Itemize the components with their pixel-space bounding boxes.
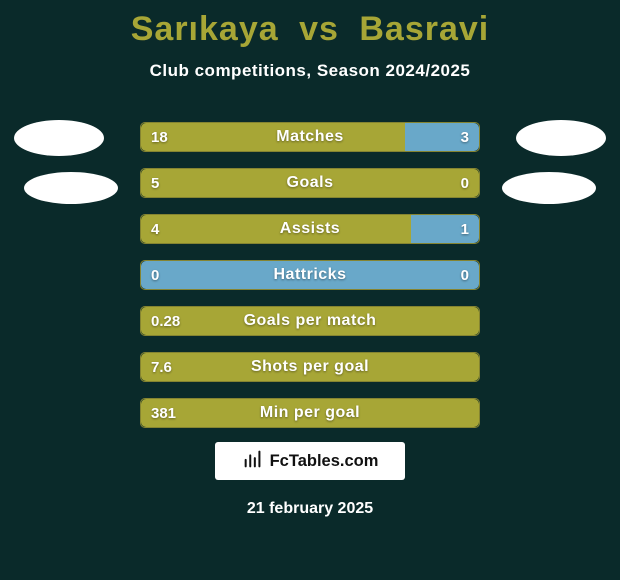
stat-label: Goals per match xyxy=(141,307,479,335)
stat-value-left: 5 xyxy=(151,169,159,197)
brand-badge: FcTables.com xyxy=(215,442,405,480)
stat-value-left: 18 xyxy=(151,123,168,151)
stat-value-left: 7.6 xyxy=(151,353,172,381)
stat-row: Assists4 1 xyxy=(140,214,480,244)
stat-value-left: 0.28 xyxy=(151,307,180,335)
stat-row: Hattricks0 0 xyxy=(140,260,480,290)
footer-date: 21 february 2025 xyxy=(0,500,620,518)
stat-value-right: 0 xyxy=(461,169,469,197)
player1-name: Sarıkaya xyxy=(131,10,279,48)
stat-row: Min per goal381 xyxy=(140,398,480,428)
stat-label: Goals xyxy=(141,169,479,197)
stat-value-right: 0 xyxy=(461,261,469,289)
stat-row: Goals5 0 xyxy=(140,168,480,198)
stat-value-right: 1 xyxy=(461,215,469,243)
player1-avatar-placeholder xyxy=(14,120,104,156)
stat-label: Shots per goal xyxy=(141,353,479,381)
stat-value-left: 4 xyxy=(151,215,159,243)
brand-text: FcTables.com xyxy=(270,452,379,471)
stat-value-left: 0 xyxy=(151,261,159,289)
stat-label: Min per goal xyxy=(141,399,479,427)
subtitle: Club competitions, Season 2024/2025 xyxy=(0,61,620,81)
stat-row: Matches18 3 xyxy=(140,122,480,152)
stat-label: Hattricks xyxy=(141,261,479,289)
stat-value-right: 3 xyxy=(461,123,469,151)
title-vs: vs xyxy=(299,10,339,48)
player2-avatar-placeholder xyxy=(516,120,606,156)
comparison-infographic: Sarıkaya vs Basravi Club competitions, S… xyxy=(0,0,620,580)
stat-label: Assists xyxy=(141,215,479,243)
player2-club-placeholder xyxy=(502,172,596,204)
stat-value-left: 381 xyxy=(151,399,176,427)
stat-bars-container: Matches183Goals50Assists41Hattricks00Goa… xyxy=(140,122,480,444)
bar-chart-icon xyxy=(242,448,264,475)
stat-row: Shots per goal7.6 xyxy=(140,352,480,382)
page-title: Sarıkaya vs Basravi xyxy=(0,10,620,49)
stat-row: Goals per match0.28 xyxy=(140,306,480,336)
player2-name: Basravi xyxy=(359,10,489,48)
stat-label: Matches xyxy=(141,123,479,151)
player1-club-placeholder xyxy=(24,172,118,204)
